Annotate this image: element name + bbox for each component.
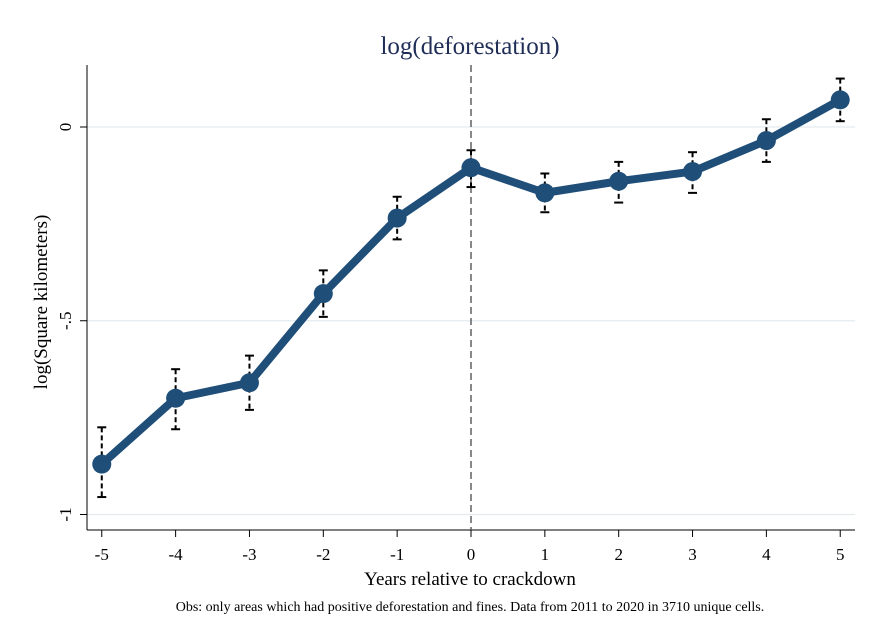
x-axis-label: Years relative to crackdown [364,569,576,590]
x-tick-label: -3 [242,545,256,564]
x-tick-label: -4 [169,545,184,564]
y-tick-label: 0 [56,123,75,132]
y-ticks: -1 -.5 0 [56,123,87,522]
x-tick-label: -2 [316,545,330,564]
data-point [166,388,186,408]
data-point [756,131,776,151]
x-tick-label: -1 [390,545,404,564]
x-tick-label: 1 [541,545,550,564]
y-axis-label: log(Square kilometers) [31,215,52,390]
data-point [239,373,259,393]
data-point [313,284,333,304]
data-point [92,454,112,474]
x-ticks: -5 -4 -3 -2 -1 0 1 2 3 4 5 [95,530,845,564]
data-point [535,183,555,203]
x-tick-label: 2 [614,545,623,564]
x-tick-label: 4 [762,545,771,564]
data-point [830,90,850,110]
x-tick-label: -5 [95,545,109,564]
chart-title: log(deforestation) [380,33,559,60]
y-tick-label: -1 [56,507,75,521]
data-point [609,171,629,191]
data-point [683,162,703,182]
data-points [92,90,850,474]
data-point [387,208,407,228]
x-tick-label: 5 [836,545,845,564]
data-point [461,158,481,178]
x-tick-label: 3 [688,545,697,564]
y-tick-label: -.5 [56,312,75,330]
chart-note: Obs: only areas which had positive defor… [176,600,765,615]
x-tick-label: 0 [467,545,476,564]
